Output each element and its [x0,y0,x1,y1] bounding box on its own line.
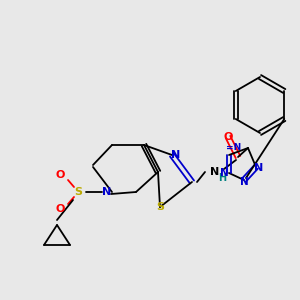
Text: N: N [220,168,228,178]
Text: O: O [55,170,65,180]
Text: N: N [240,177,248,187]
Text: O: O [223,132,233,142]
Text: S: S [156,202,164,212]
Text: N: N [210,167,220,177]
Text: N: N [171,150,181,160]
Text: N: N [254,163,264,173]
Text: S: S [74,187,82,197]
Text: H: H [218,173,226,183]
Text: N: N [102,187,112,197]
Text: =N: =N [226,143,242,152]
Text: O: O [55,204,65,214]
